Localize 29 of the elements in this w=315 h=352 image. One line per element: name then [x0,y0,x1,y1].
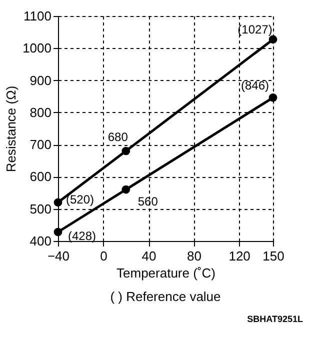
y-tick-label: 1000 [22,40,52,56]
data-label: 680 [108,130,128,144]
y-tick-label: 600 [30,169,52,184]
data-label: (428) [68,229,96,243]
point [268,35,278,44]
x-tick-label: −40 [47,248,70,264]
y-tick-label: 900 [30,72,52,88]
point [54,198,62,207]
data-label: (1027) [238,22,272,36]
y-tick-label: 400 [30,234,52,248]
x-tick-label: 80 [187,248,202,264]
y-tick-label: 700 [30,137,52,152]
x-tick-label: 40 [142,248,156,264]
data-label: (846) [240,78,270,93]
x-axis-title: Temperature (˚C) [116,266,216,280]
data-label: (520) [66,192,94,206]
point [122,185,130,194]
y-tick-label: 800 [30,104,52,120]
text: ( ) Reference value [110,289,221,304]
y-axis-title: Resistance (Ω) [4,86,19,172]
x-tick-label: 0 [100,248,108,264]
point [54,228,62,236]
y-tick-label: 500 [30,201,52,216]
point [268,93,278,102]
y-tick-label: 1100 [24,8,52,24]
text: SBHAT9251L [247,314,304,324]
x-tick-label: 150 [262,248,284,264]
x-tick-label: 120 [228,248,250,264]
point [122,146,130,156]
